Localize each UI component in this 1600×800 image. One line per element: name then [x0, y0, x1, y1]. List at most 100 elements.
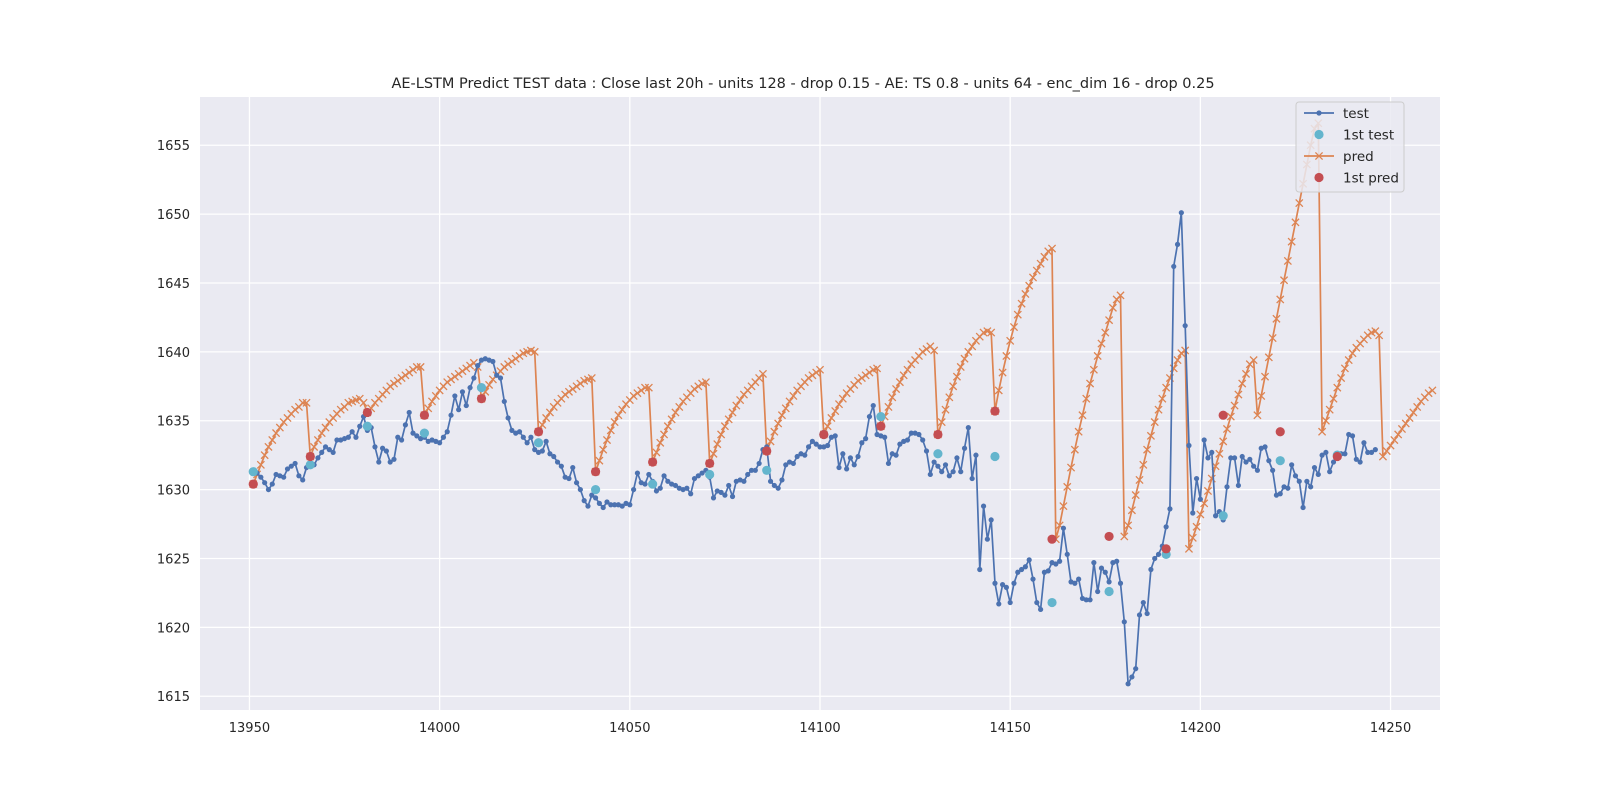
- test-point: [908, 430, 914, 436]
- first-test-point: [933, 449, 943, 459]
- test-point: [391, 456, 397, 462]
- pred-point: [964, 347, 973, 356]
- test-point: [1228, 455, 1234, 461]
- pred-point: [446, 375, 456, 384]
- test-point: [1304, 478, 1310, 484]
- test-point: [345, 434, 351, 440]
- test-point: [1270, 467, 1276, 473]
- pred-point: [462, 364, 471, 373]
- test-point: [589, 492, 595, 498]
- pred-point: [1089, 365, 1098, 374]
- test-point: [452, 393, 458, 399]
- pred-point: [1002, 351, 1011, 361]
- pred-point: [1260, 372, 1270, 381]
- pred-point: [359, 398, 368, 407]
- pred-point: [1139, 460, 1148, 469]
- pred-point: [1196, 510, 1205, 519]
- test-point: [585, 503, 591, 509]
- first-test-point: [476, 383, 487, 393]
- pred-point: [785, 397, 794, 406]
- test-point: [1178, 210, 1184, 216]
- test-point: [604, 499, 610, 505]
- test-point: [284, 466, 291, 472]
- pred-point: [675, 402, 684, 412]
- test-point: [322, 444, 329, 450]
- test-point: [939, 469, 945, 475]
- test-point: [665, 478, 671, 484]
- legend-swatch-marker: [1314, 129, 1324, 140]
- pred-point: [659, 430, 669, 439]
- test-point: [1311, 464, 1318, 471]
- test-point: [870, 402, 876, 409]
- pred-point: [1348, 349, 1357, 358]
- test-point: [1182, 323, 1188, 329]
- pred-point: [1074, 427, 1083, 436]
- pred-point: [1390, 435, 1399, 445]
- pred-point: [1253, 411, 1262, 420]
- pred-point: [1272, 314, 1281, 323]
- pred-point: [633, 389, 642, 398]
- test-point: [357, 423, 363, 429]
- test-point: [1296, 478, 1302, 484]
- pred-point: [1375, 331, 1384, 340]
- test-point: [1015, 569, 1021, 575]
- pred-point: [1143, 445, 1152, 454]
- test-point: [657, 485, 663, 491]
- pred-point: [1021, 289, 1030, 299]
- first-pred-point: [476, 394, 487, 404]
- first-pred-point: [362, 407, 372, 418]
- test-point: [292, 460, 298, 467]
- test-point: [1174, 241, 1181, 247]
- pred-point: [538, 420, 547, 429]
- pred-point: [1184, 544, 1194, 553]
- test-point: [288, 463, 294, 469]
- pred-point: [614, 411, 623, 420]
- pred-point: [1131, 491, 1140, 500]
- pred-point: [918, 347, 927, 356]
- test-point: [965, 425, 971, 431]
- first-test-point: [533, 438, 544, 448]
- test-point: [813, 441, 819, 447]
- pred-point: [466, 361, 475, 370]
- test-point: [1072, 580, 1078, 586]
- pred-point: [317, 429, 326, 438]
- test-point: [1186, 442, 1192, 449]
- test-point: [406, 409, 412, 416]
- pred-point: [302, 398, 311, 407]
- pred-point: [260, 451, 269, 460]
- test-point: [1327, 469, 1333, 475]
- first-pred-point: [590, 467, 601, 477]
- test-point: [612, 502, 618, 508]
- test-point: [551, 453, 557, 460]
- test-point: [1330, 459, 1337, 465]
- pred-point: [397, 373, 406, 383]
- test-point: [1007, 599, 1013, 606]
- y-tick-label: 1620: [157, 621, 190, 636]
- test-point: [326, 447, 332, 453]
- test-point: [262, 480, 268, 486]
- legend-entry: pred: [1343, 149, 1374, 165]
- test-point: [783, 462, 789, 468]
- pred-point: [1321, 416, 1330, 425]
- legend-swatch-marker: [1314, 151, 1324, 161]
- pred-point: [1162, 383, 1171, 392]
- test-point: [1254, 467, 1261, 473]
- test-point: [1095, 588, 1101, 595]
- test-point: [779, 477, 785, 483]
- test-point: [1057, 558, 1063, 564]
- pred-point: [720, 422, 729, 431]
- first-pred-point: [705, 458, 715, 469]
- test-point: [1022, 564, 1028, 570]
- test-point: [1372, 447, 1378, 453]
- pred-point: [1101, 328, 1110, 337]
- pred-point: [899, 371, 908, 380]
- test-point: [885, 460, 892, 467]
- pred-point: [789, 391, 798, 400]
- pred-point: [1340, 364, 1349, 373]
- test-point: [490, 358, 496, 365]
- pred-point: [853, 376, 863, 385]
- first-test-point: [1047, 597, 1057, 608]
- pred-point: [781, 404, 790, 413]
- test-point: [444, 429, 450, 435]
